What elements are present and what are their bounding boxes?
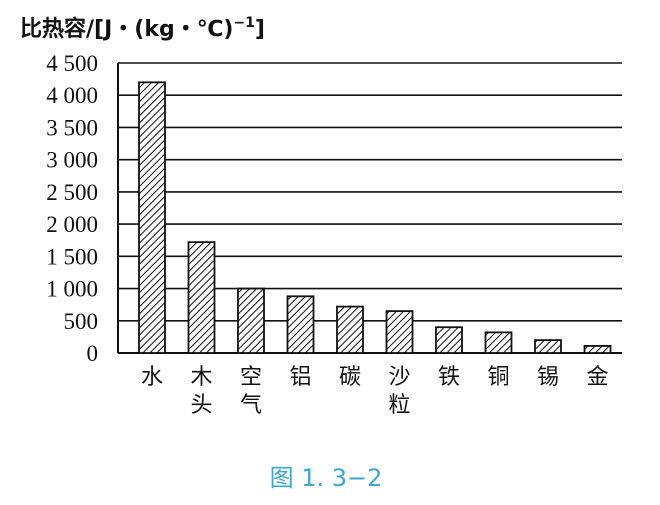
bar (138, 81, 166, 354)
category-label: 木 (190, 365, 212, 390)
bar (484, 331, 513, 354)
y-tick-label: 3 000 (46, 148, 98, 173)
y-tick-label: 1 000 (46, 277, 98, 302)
y-tick-labels: 0 500 1 000 1 500 2 000 2 500 3 000 3 500 4 000 4… (46, 51, 98, 366)
bar (336, 305, 364, 354)
category-label: 沙 (388, 365, 410, 390)
y-axis-label: 比热容/[J・(kg・℃)−1] (20, 15, 265, 42)
bar (534, 339, 562, 354)
category-label: 水 (141, 365, 163, 390)
category-label: 碳 (339, 365, 361, 390)
category-label: 头 (190, 393, 212, 418)
figure-caption: 图 1. 3−2 (270, 464, 383, 492)
category-labels: 水 木头 空气 铝 碳 沙粒 铁 铜 锡 金 (141, 365, 609, 418)
category-label: 空 (240, 365, 262, 390)
category-label: 铝 (289, 365, 311, 390)
y-axis-label-close: ] (255, 17, 265, 42)
bar (435, 326, 463, 354)
category-label: 气 (240, 393, 262, 418)
bar (286, 295, 315, 354)
bars (138, 81, 612, 354)
y-tick-label: 4 000 (46, 83, 98, 108)
category-label: 粒 (388, 393, 410, 418)
y-axis-label-main: 比热容/[J・(kg・℃) (20, 16, 233, 42)
category-label: 锡 (537, 365, 559, 390)
y-tick-label: 0 (87, 341, 99, 366)
category-label: 铜 (487, 365, 509, 390)
y-tick-label: 3 500 (46, 115, 98, 140)
y-tick-label: 500 (64, 309, 99, 334)
category-label: 金 (586, 365, 608, 390)
category-label: 铁 (438, 365, 460, 390)
bar (237, 287, 265, 354)
bar (187, 241, 216, 354)
y-tick-label: 2 000 (46, 212, 98, 237)
bar (583, 345, 612, 354)
bar (385, 310, 414, 354)
y-tick-label: 2 500 (46, 180, 98, 205)
y-tick-label: 1 500 (46, 244, 98, 269)
y-tick-label: 4 500 (46, 51, 98, 76)
y-axis-label-sup: −1 (233, 15, 254, 31)
